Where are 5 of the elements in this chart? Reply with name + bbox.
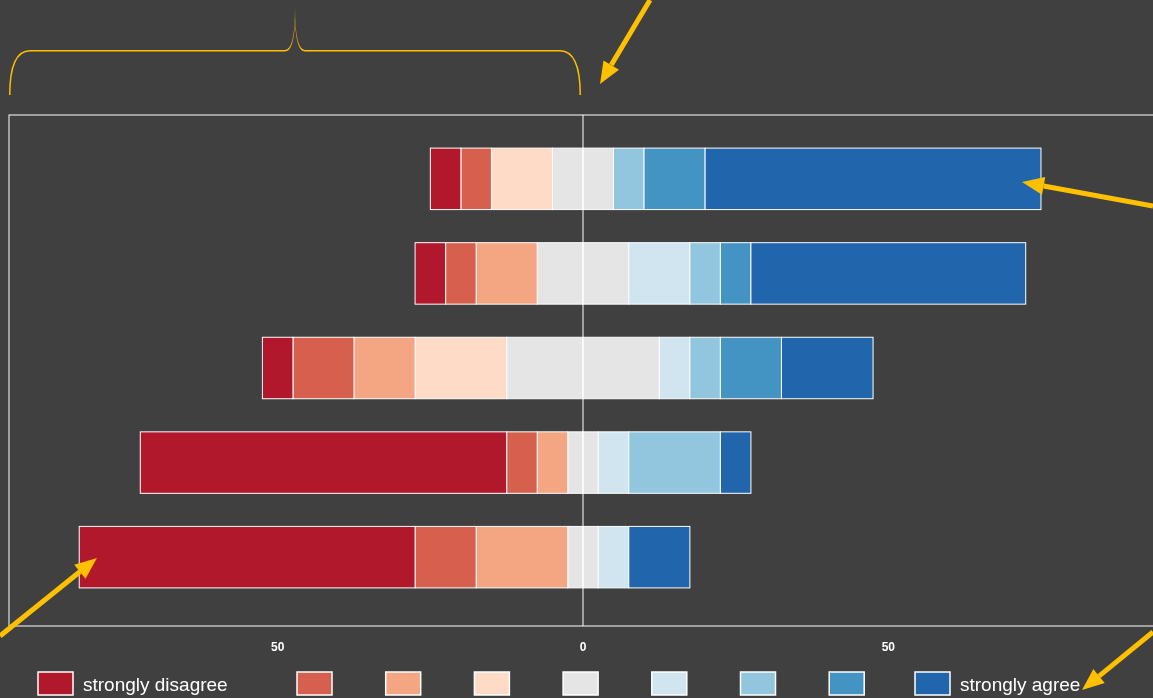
legend-label: strongly disagree: [83, 674, 228, 695]
x-tick-label: 50: [271, 640, 285, 654]
x-tick-label: 0: [579, 640, 587, 654]
legend-label: strongly agree: [960, 674, 1081, 695]
x-tick-label: 50: [881, 640, 896, 654]
